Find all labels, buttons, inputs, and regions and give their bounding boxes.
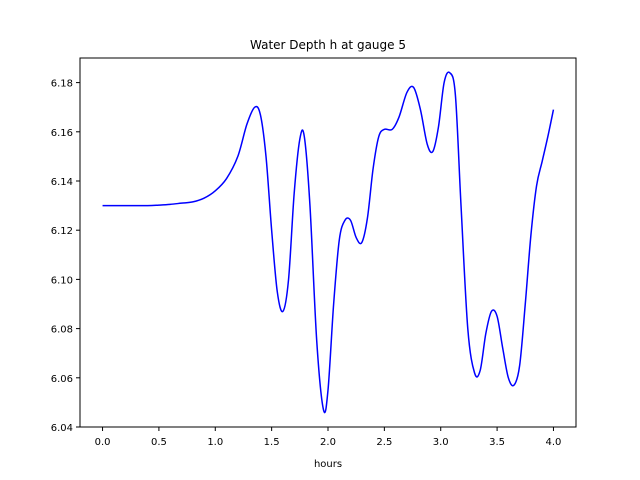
x-tick-label: 2.0 bbox=[320, 437, 336, 448]
y-tick-label: 6.06 bbox=[51, 374, 73, 385]
chart-title: Water Depth h at gauge 5 bbox=[250, 38, 406, 52]
y-tick-label: 6.10 bbox=[51, 275, 73, 286]
x-tick-label: 3.5 bbox=[489, 437, 505, 448]
x-tick-label: 1.0 bbox=[207, 437, 223, 448]
x-tick-label: 0.5 bbox=[151, 437, 167, 448]
y-axis: 6.04 6.06 6.08 6.10 6.12 6.14 6.16 6.18 bbox=[51, 79, 80, 434]
x-tick-label: 2.5 bbox=[376, 437, 392, 448]
y-tick-label: 6.08 bbox=[51, 325, 73, 336]
x-tick-label: 3.0 bbox=[433, 437, 449, 448]
x-tick-label: 1.5 bbox=[264, 437, 280, 448]
x-tick-label: 4.0 bbox=[546, 437, 562, 448]
y-tick-label: 6.04 bbox=[51, 423, 73, 434]
plot-area bbox=[102, 71, 555, 414]
y-tick-label: 6.18 bbox=[51, 79, 73, 90]
x-tick-label: 0.0 bbox=[95, 437, 111, 448]
x-axis: 0.0 0.5 1.0 1.5 2.0 2.5 3.0 3.5 4.0 bbox=[95, 427, 562, 448]
x-axis-label: hours bbox=[314, 459, 342, 470]
axes-frame bbox=[79, 57, 577, 428]
y-tick-label: 6.14 bbox=[51, 177, 73, 188]
y-tick-label: 6.12 bbox=[51, 226, 73, 237]
y-tick-label: 6.16 bbox=[51, 128, 73, 139]
series-line bbox=[102, 71, 555, 414]
